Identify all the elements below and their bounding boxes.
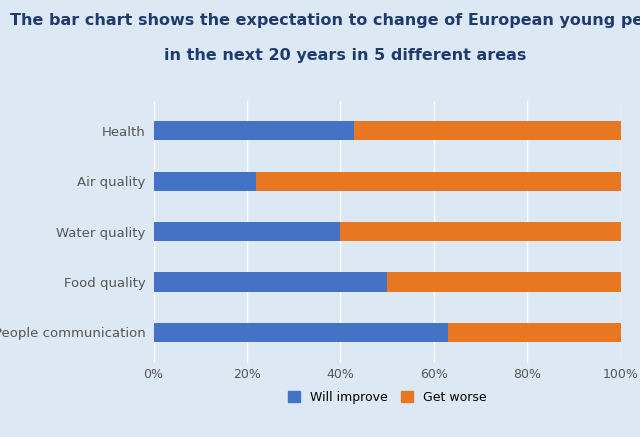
Bar <box>154 272 387 291</box>
Bar <box>154 222 340 241</box>
Bar <box>154 172 257 191</box>
Text: in the next 20 years in 5 different areas: in the next 20 years in 5 different area… <box>164 48 527 63</box>
Legend: Will improve, Get worse: Will improve, Get worse <box>283 386 492 409</box>
Bar <box>387 272 621 291</box>
Bar <box>257 172 621 191</box>
Bar <box>355 121 621 140</box>
Bar <box>154 323 448 342</box>
Text: The bar chart shows the expectation to change of European young people: The bar chart shows the expectation to c… <box>10 13 640 28</box>
Bar <box>340 222 621 241</box>
Bar <box>154 121 355 140</box>
Bar <box>448 323 621 342</box>
